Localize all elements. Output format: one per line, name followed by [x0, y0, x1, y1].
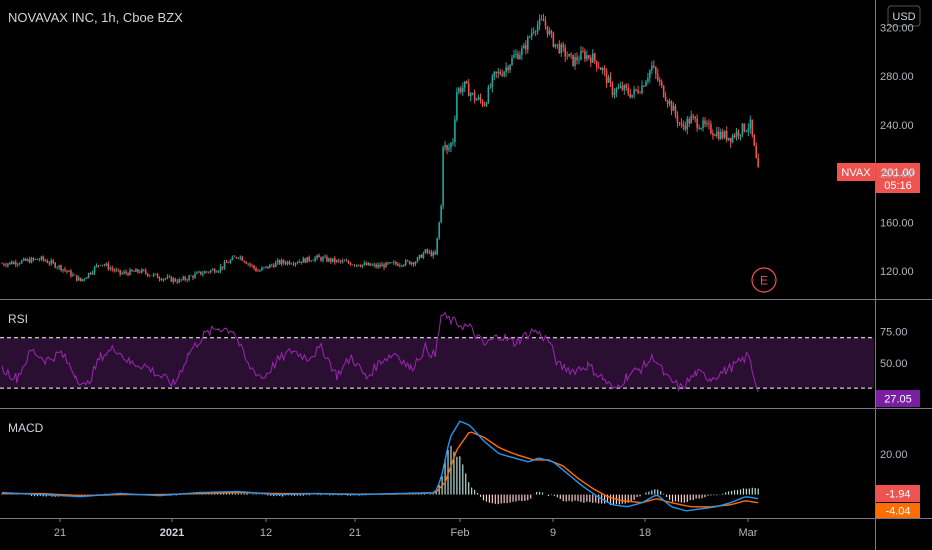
- time-tick-label: 21: [349, 527, 361, 539]
- symbol-text: NVAX: [841, 167, 871, 179]
- time-tick-label: Mar: [739, 527, 758, 539]
- rsi-value-badge: 27.05: [876, 390, 920, 407]
- time-tick-label: 18: [639, 527, 651, 539]
- countdown-text: 05:16: [884, 180, 912, 192]
- time-tick-label: 9: [550, 527, 556, 539]
- price-tick-label: 120.00: [880, 266, 914, 278]
- time-tick-label: 21: [54, 527, 66, 539]
- macd-pane[interactable]: [1, 420, 759, 512]
- price-tick-label: 320.00: [880, 22, 914, 34]
- rsi-value-text: 27.05: [884, 394, 912, 406]
- signal-value-text: -4.04: [885, 506, 910, 518]
- macd-tick-label: 20.00: [880, 449, 908, 461]
- currency-button[interactable]: [887, 5, 921, 27]
- symbol-badge: NVAX: [837, 163, 875, 181]
- macd-label: MACD: [8, 421, 44, 435]
- earnings-marker[interactable]: E: [751, 267, 777, 293]
- time-tick-label: 12: [260, 527, 272, 539]
- rsi-pane[interactable]: [0, 311, 874, 393]
- rsi-tick-label: 75.00: [880, 326, 908, 338]
- price-candles: [1, 13, 759, 285]
- rsi-band: [0, 337, 874, 389]
- chart-title: NOVAVAX INC, 1h, Cboe BZX: [8, 10, 183, 25]
- macd-value-badge: -1.94: [876, 485, 920, 502]
- price-pane[interactable]: [1, 13, 759, 285]
- earnings-marker-label: E: [760, 274, 768, 288]
- signal-value-badge: -4.04: [876, 503, 920, 518]
- currency-label: USD: [892, 11, 915, 23]
- last-price-badge: 201.00 05:16: [876, 163, 920, 193]
- price-tick-label: 200.00: [880, 169, 914, 181]
- rsi-line: [1, 311, 759, 393]
- macd-value-text: -1.94: [885, 489, 910, 501]
- rsi-label: RSI: [8, 312, 28, 326]
- rsi-tick-label: 50.00: [880, 358, 908, 370]
- price-ticks: 320.00 280.00 240.00 200.00 160.00 120.00: [880, 22, 914, 278]
- time-tick-label: Feb: [451, 527, 470, 539]
- time-axis[interactable]: 21 2021 12 21 Feb 9 18 Mar: [54, 518, 758, 539]
- price-tick-label: 160.00: [880, 217, 914, 229]
- price-tick-label: 240.00: [880, 120, 914, 132]
- time-tick-label: 2021: [160, 527, 184, 539]
- price-axis[interactable]: USD: [887, 5, 921, 27]
- price-tick-label: 280.00: [880, 71, 914, 83]
- rsi-ticks: 75.00 50.00: [880, 326, 908, 369]
- macd-ticks: 20.00: [880, 449, 908, 461]
- last-price-text: 201.00: [881, 167, 915, 179]
- macd-line: [1, 420, 759, 512]
